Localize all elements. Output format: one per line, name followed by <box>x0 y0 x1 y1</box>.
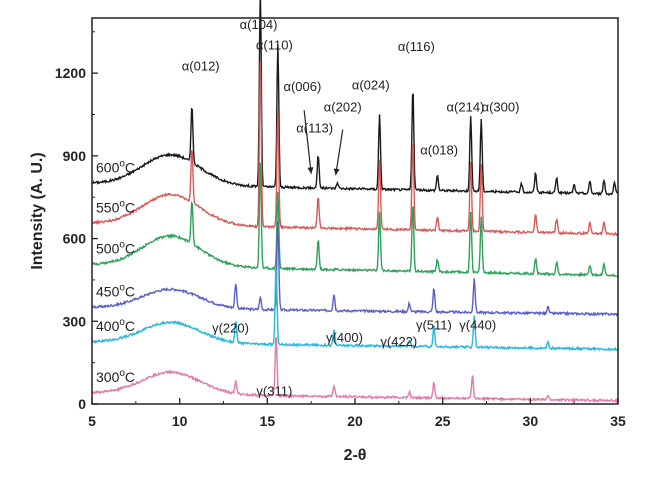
peak-label-gamma-400: γ(400) <box>326 330 363 345</box>
x-axis: 5 10 15 20 25 30 35 <box>88 398 626 429</box>
x-tick-label: 5 <box>88 413 96 429</box>
peak-label-alpha-012: α(012) <box>182 58 220 73</box>
peak-label-alpha-018: α(018) <box>420 142 458 157</box>
peak-label-alpha-006: α(006) <box>283 79 321 94</box>
peak-label-gamma-311: γ(311) <box>256 384 292 399</box>
x-tick-label: 25 <box>435 413 451 429</box>
series-label-600c: 600oC <box>96 158 135 175</box>
peak-label-alpha-110: α(110) <box>256 38 293 53</box>
peak-label-gamma-220: γ(220) <box>212 320 249 335</box>
series-line-600c <box>91 0 619 197</box>
series-labels: 600oC 550oC 500oC 450oC 400oC 300oC <box>96 158 135 385</box>
series-line-550c <box>91 60 619 237</box>
series-label-400c: 400oC <box>96 317 135 334</box>
peak-label-gamma-422: γ(422) <box>380 334 417 349</box>
peak-label-alpha-024: α(024) <box>352 78 390 93</box>
annotation-arrow-2 <box>335 129 344 176</box>
series-label-500c: 500oC <box>96 240 135 257</box>
peak-label-alpha-214: α(214) <box>447 100 485 115</box>
y-tick-label: 1200 <box>55 65 86 81</box>
y-tick-label: 600 <box>63 231 87 247</box>
peak-label-gamma-511: γ(511) <box>416 318 452 333</box>
series-line-450c <box>91 221 618 317</box>
y-tick-label: 300 <box>63 313 87 329</box>
x-tick-label: 15 <box>260 413 276 429</box>
peak-annotations: α(012) α(104) α(110) α(006) α(113) α(202) α(02… <box>182 17 520 399</box>
y-tick-label: 900 <box>63 148 87 164</box>
series-label-550c: 550oC <box>96 198 135 215</box>
peak-label-alpha-300: α(300) <box>482 100 520 115</box>
x-tick-label: 30 <box>523 413 539 429</box>
peak-label-alpha-104: α(104) <box>240 17 278 32</box>
series-line-500c <box>91 162 619 278</box>
y-axis-label: Intensity (A. U.) <box>29 152 46 269</box>
x-tick-label: 35 <box>610 413 626 429</box>
annotation-arrowhead-1 <box>307 167 314 174</box>
series-line-400c <box>91 268 619 352</box>
peak-label-alpha-202: α(202) <box>324 100 362 115</box>
series-label-450c: 450oC <box>96 282 135 299</box>
x-axis-label: 2-θ <box>344 447 367 464</box>
peak-label-gamma-440: γ(440) <box>459 318 496 333</box>
annotation-arrow-1 <box>303 110 312 174</box>
series-label-300c: 300oC <box>96 368 135 385</box>
y-axis: 0 300 600 900 1200 <box>55 31 98 412</box>
x-tick-label: 10 <box>172 413 188 429</box>
x-tick-label: 20 <box>347 413 363 429</box>
annotation-arrowhead-2 <box>333 168 340 176</box>
y-tick-label: 0 <box>78 396 86 412</box>
peak-label-alpha-113: α(113) <box>296 120 333 135</box>
peak-label-alpha-116: α(116) <box>398 39 435 54</box>
